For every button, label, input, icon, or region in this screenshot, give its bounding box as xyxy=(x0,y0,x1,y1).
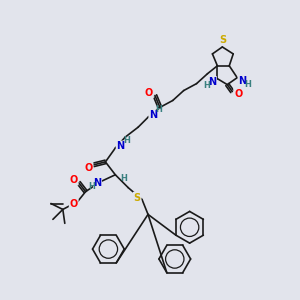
Text: O: O xyxy=(234,88,242,98)
Text: N: N xyxy=(208,76,217,87)
Text: H: H xyxy=(120,174,127,183)
Text: O: O xyxy=(145,88,153,98)
Text: N: N xyxy=(116,141,124,151)
Text: O: O xyxy=(84,163,93,173)
Text: H: H xyxy=(203,81,210,90)
Text: S: S xyxy=(134,193,141,202)
Text: N: N xyxy=(93,178,102,188)
Text: H: H xyxy=(155,105,162,114)
Text: H: H xyxy=(123,136,130,145)
Text: N: N xyxy=(238,76,246,85)
Text: S: S xyxy=(219,35,226,45)
Text: H: H xyxy=(88,182,95,191)
Text: H: H xyxy=(244,80,251,89)
Text: O: O xyxy=(70,175,78,185)
Text: O: O xyxy=(70,200,78,209)
Text: N: N xyxy=(149,110,157,120)
